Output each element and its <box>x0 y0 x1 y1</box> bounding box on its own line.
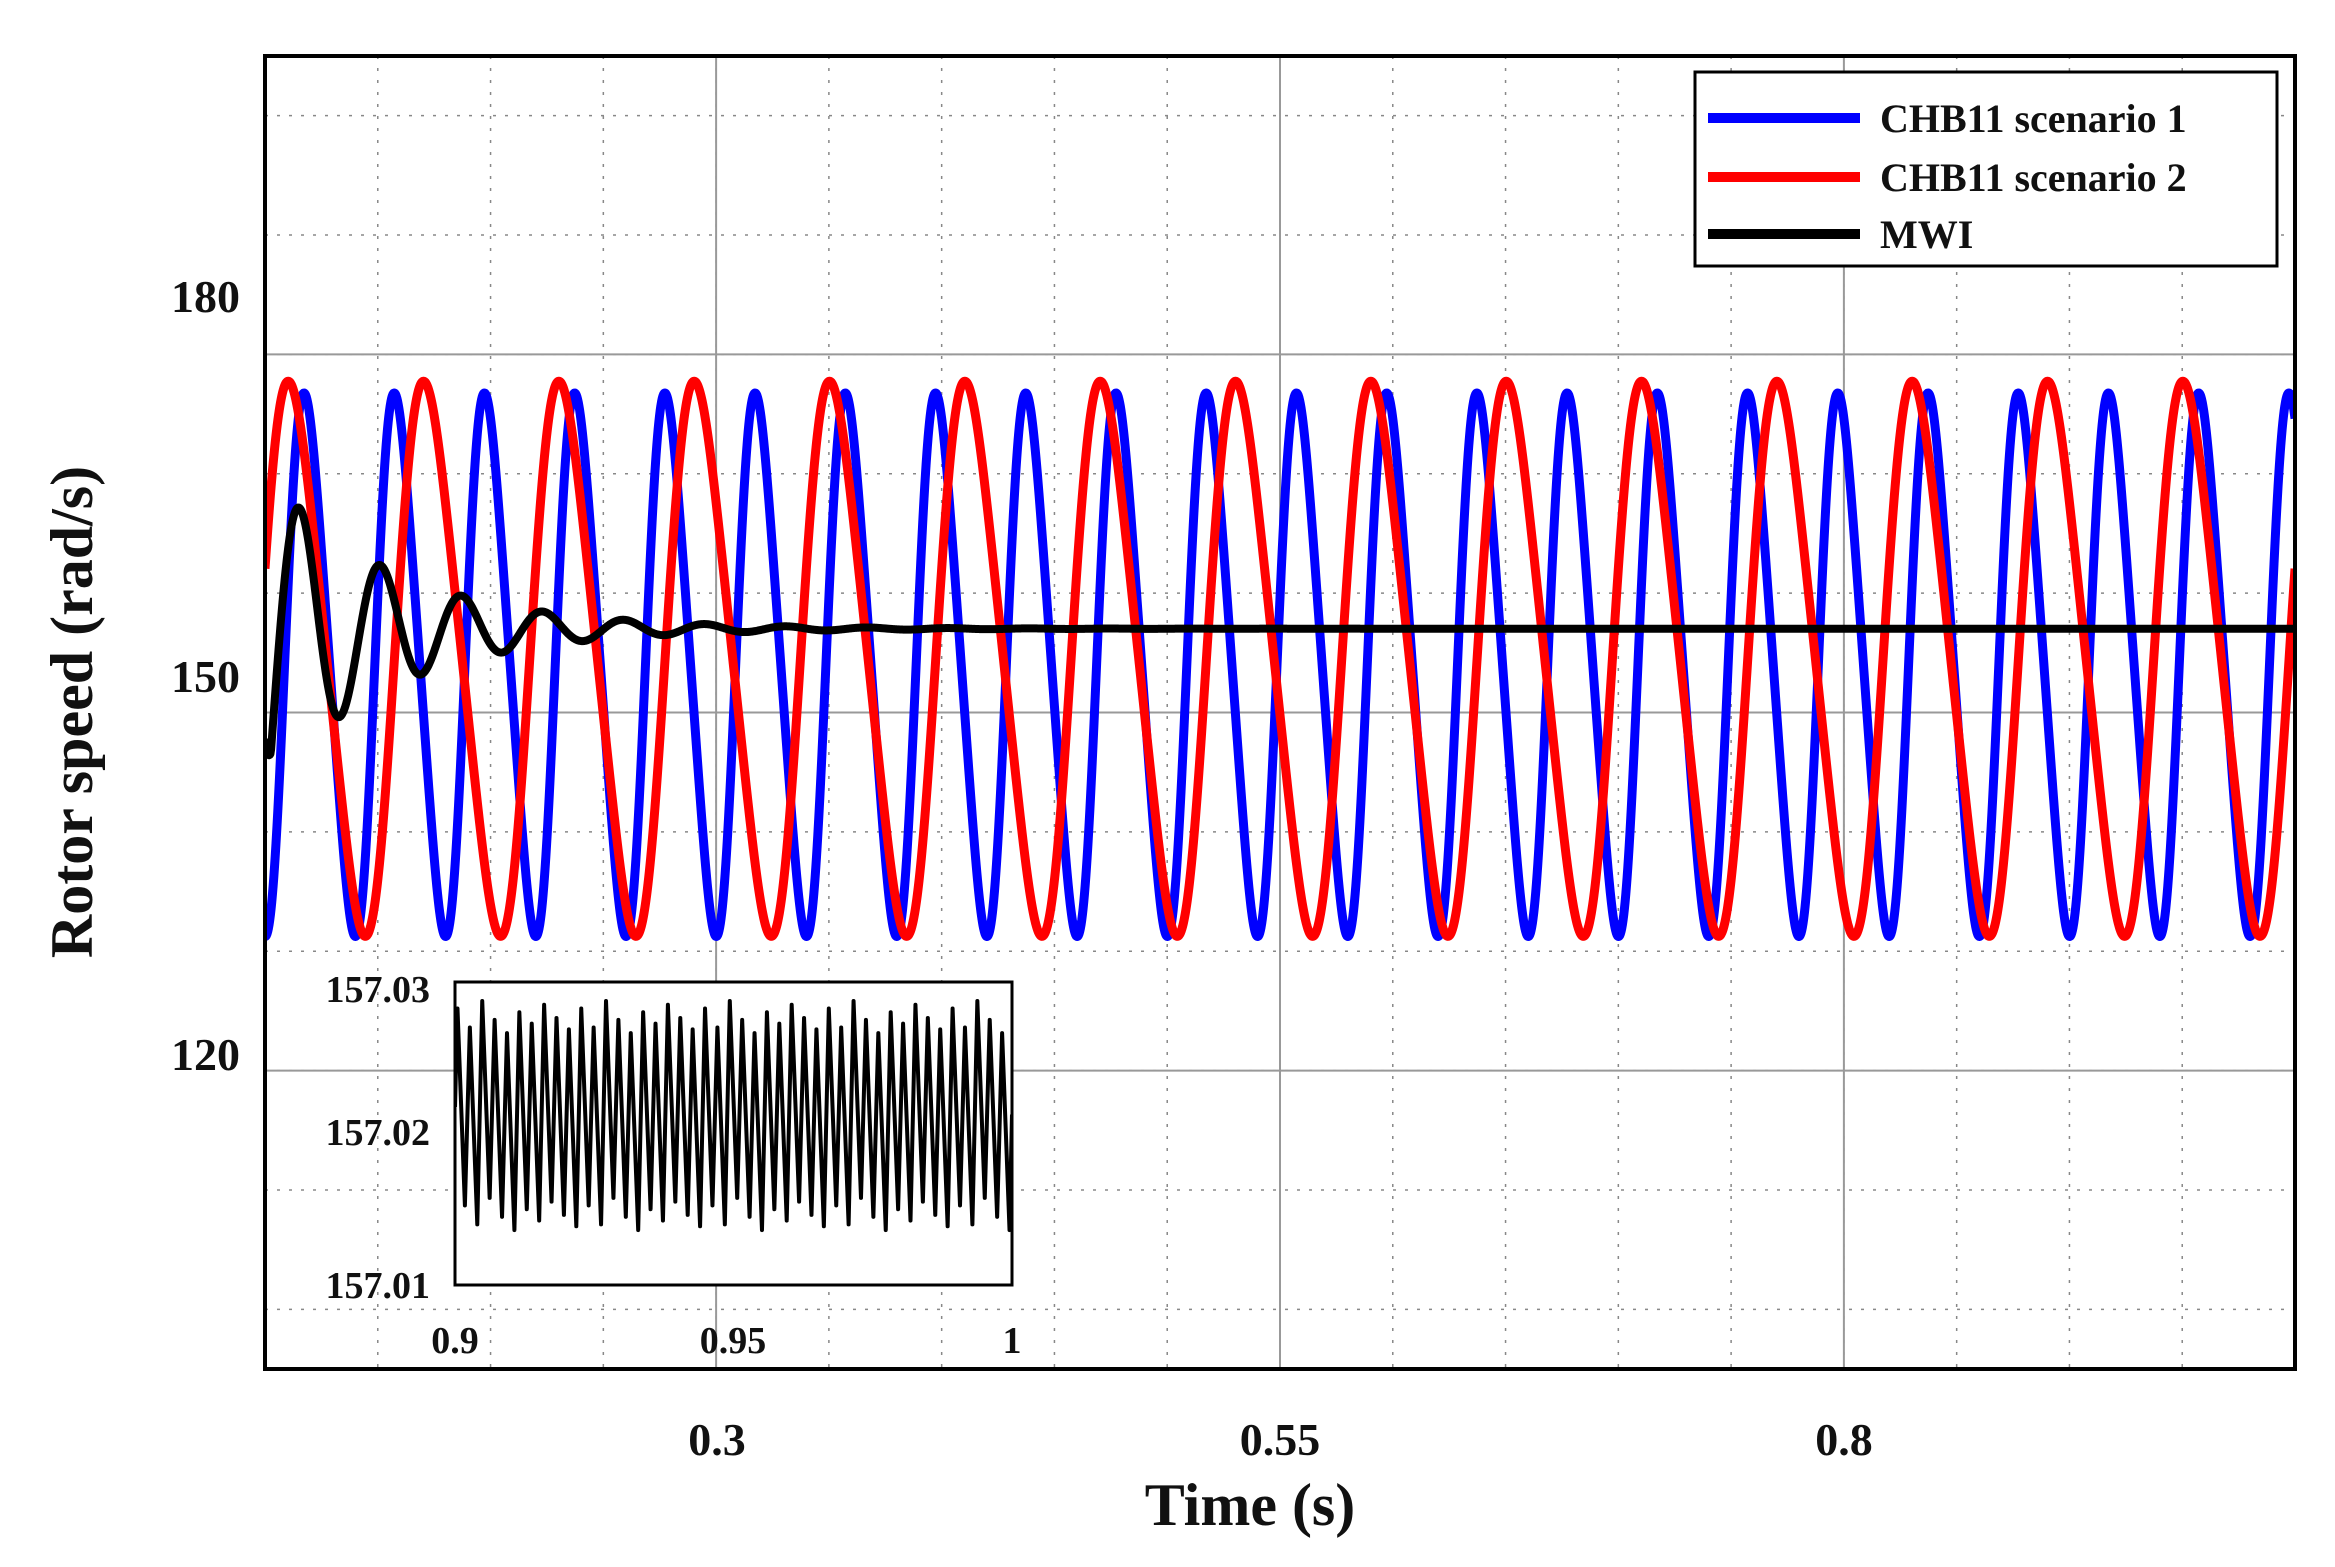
plot-frame <box>263 54 2297 1371</box>
inset-y-tick-label-157.01: 157.01 <box>326 1265 431 1307</box>
legend-label-chb11-scenario-2: CHB11 scenario 2 <box>1880 155 2187 200</box>
legend-label-mwi: MWI <box>1880 212 1973 257</box>
y-axis-title: Rotor speed (rad/s) <box>39 466 105 958</box>
y-tick-label-180: 180 <box>171 271 240 322</box>
legend-label-chb11-scenario-1: CHB11 scenario 1 <box>1880 96 2187 141</box>
x-tick-label-0.3: 0.3 <box>688 1414 746 1465</box>
inset-series-line-mwi <box>455 998 1012 1233</box>
inset-zoom: 157.03 157.02 157.01 0.9 0.95 1 <box>326 969 1022 1362</box>
y-tick-label-120: 120 <box>171 1029 240 1080</box>
series-line-chb11-scenario-2 <box>265 376 2295 941</box>
series-line-mwi <box>265 503 2295 760</box>
series-layer <box>265 376 2295 942</box>
legend: CHB11 scenario 1 CHB11 scenario 2 MWI <box>1693 70 2279 268</box>
x-tick-label-0.8: 0.8 <box>1815 1414 1873 1465</box>
inset-x-tick-label-0.9: 0.9 <box>431 1320 479 1362</box>
x-tick-label-0.55: 0.55 <box>1240 1414 1321 1465</box>
inset-y-tick-label-157.02: 157.02 <box>326 1112 431 1154</box>
inset-y-tick-label-157.03: 157.03 <box>326 969 431 1011</box>
x-axis-title: Time (s) <box>1145 1472 1356 1538</box>
inset-x-tick-label-1: 1 <box>1003 1320 1022 1362</box>
inset-series-layer <box>455 998 1012 1233</box>
y-tick-label-150: 150 <box>171 651 240 702</box>
inset-x-tick-label-0.95: 0.95 <box>700 1320 767 1362</box>
